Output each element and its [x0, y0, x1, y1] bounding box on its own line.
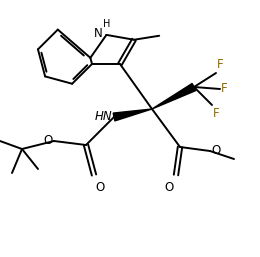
Polygon shape — [113, 109, 152, 121]
Text: HN: HN — [94, 109, 112, 123]
Text: O: O — [44, 133, 53, 146]
Text: F: F — [221, 82, 228, 96]
Text: F: F — [213, 107, 220, 120]
Polygon shape — [152, 84, 196, 109]
Text: H: H — [103, 19, 110, 29]
Text: O: O — [165, 181, 174, 194]
Text: F: F — [217, 58, 224, 71]
Text: O: O — [211, 143, 220, 157]
Text: O: O — [95, 181, 104, 194]
Text: N: N — [94, 27, 102, 40]
